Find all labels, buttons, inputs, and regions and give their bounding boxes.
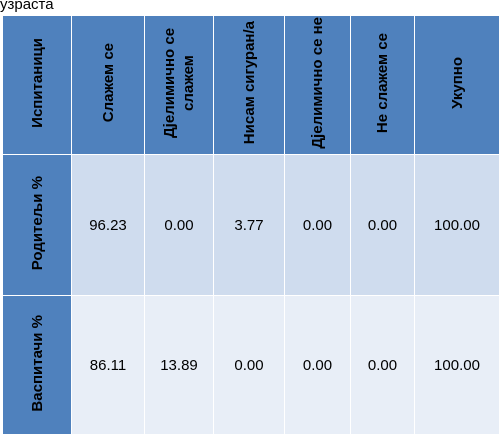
column-header-agree: Слажем се bbox=[71, 15, 145, 155]
column-header-disagree: Не слажем се bbox=[350, 15, 415, 155]
column-header-partly-disagree: Дјелимично се не bbox=[284, 15, 351, 155]
table-cell: 0.00 bbox=[350, 154, 415, 296]
table-row: Родитељи % 96.23 0.00 3.77 0.00 0.00 100… bbox=[2, 154, 499, 296]
table-row: Васпитачи % 86.11 13.89 0.00 0.00 0.00 1… bbox=[2, 295, 499, 435]
table-cell: 0.00 bbox=[144, 154, 214, 296]
table-cell: 96.23 bbox=[71, 154, 145, 296]
table-cell: 0.00 bbox=[284, 295, 351, 435]
table-cell: 0.00 bbox=[284, 154, 351, 296]
table-body: Родитељи % 96.23 0.00 3.77 0.00 0.00 100… bbox=[2, 154, 499, 435]
table-cell: 3.77 bbox=[213, 154, 285, 296]
table-cell: 0.00 bbox=[213, 295, 285, 435]
table-header: Испитаници Слажем се Дјелимично се слаже… bbox=[2, 15, 499, 155]
table-cell: 0.00 bbox=[350, 295, 415, 435]
survey-results-table: Испитаници Слажем се Дјелимично се слаже… bbox=[2, 15, 499, 435]
table-cell: 13.89 bbox=[144, 295, 214, 435]
header-row: Испитаници Слажем се Дјелимично се слаже… bbox=[2, 15, 499, 155]
caption-text: узраста bbox=[0, 0, 54, 13]
row-label-teachers: Васпитачи % bbox=[2, 295, 72, 435]
column-header-partly-agree: Дјелимично се слажем bbox=[144, 15, 214, 155]
column-header-respondents: Испитаници bbox=[2, 15, 72, 155]
column-header-total: Укупно bbox=[414, 15, 499, 155]
table-cell: 100.00 bbox=[414, 295, 499, 435]
table-cell: 100.00 bbox=[414, 154, 499, 296]
row-label-parents: Родитељи % bbox=[2, 154, 72, 296]
table-cell: 86.11 bbox=[71, 295, 145, 435]
column-header-not-sure: Нисам сигуран/а bbox=[213, 15, 285, 155]
